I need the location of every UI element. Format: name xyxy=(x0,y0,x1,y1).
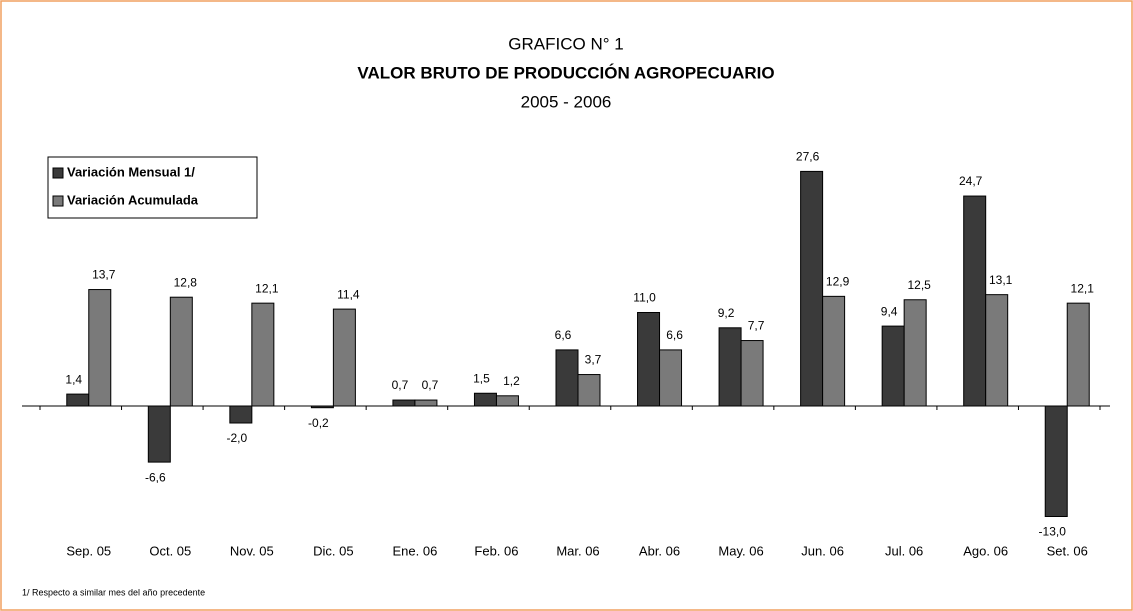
value-label: 11,0 xyxy=(633,291,656,305)
value-label: 6,6 xyxy=(555,328,572,342)
x-tick-label: Set. 06 xyxy=(1047,543,1088,558)
bar xyxy=(985,294,1009,407)
value-label: 1,4 xyxy=(65,372,82,386)
bar xyxy=(414,399,438,407)
value-label: 12,9 xyxy=(826,275,850,289)
footnote: 1/ Respecto a similar mes del año preced… xyxy=(22,587,205,597)
bar xyxy=(903,299,927,407)
bar xyxy=(332,308,356,407)
chart-period: 2005 - 2006 xyxy=(521,92,612,111)
bar xyxy=(577,374,601,407)
value-label: 1,2 xyxy=(503,374,520,388)
x-tick-label: Jul. 06 xyxy=(885,543,923,558)
bar xyxy=(310,405,334,409)
bar xyxy=(963,195,987,407)
value-label: 13,1 xyxy=(989,273,1013,287)
bar xyxy=(473,392,497,407)
value-label: 0,7 xyxy=(392,378,409,392)
value-label: -0,2 xyxy=(308,416,329,430)
bar xyxy=(718,327,742,407)
bar xyxy=(740,340,764,407)
x-tick-label: Sep. 05 xyxy=(66,543,111,558)
legend-swatch xyxy=(52,195,64,207)
value-label: 24,7 xyxy=(959,174,983,188)
x-tick-label: Jun. 06 xyxy=(801,543,844,558)
x-tick-label: Dic. 05 xyxy=(313,543,353,558)
value-label: 12,8 xyxy=(174,275,198,289)
value-label: 7,7 xyxy=(748,319,765,333)
x-tick-label: Feb. 06 xyxy=(474,543,518,558)
bar xyxy=(881,325,905,407)
x-tick-label: Ene. 06 xyxy=(393,543,438,558)
x-tick-label: Abr. 06 xyxy=(639,543,680,558)
value-label: 3,7 xyxy=(585,353,602,367)
value-label: 9,2 xyxy=(718,306,735,320)
value-label: -2,0 xyxy=(227,431,248,445)
bar xyxy=(495,395,519,407)
value-label: 27,6 xyxy=(796,150,820,164)
value-label: -13,0 xyxy=(1039,525,1067,539)
legend-label: Variación Mensual 1/ xyxy=(67,164,195,179)
legend-swatch xyxy=(52,167,64,179)
bar xyxy=(88,289,112,407)
value-label: 1,5 xyxy=(473,371,490,385)
chart-title: GRAFICO N° 1 xyxy=(508,34,623,53)
value-label: 12,5 xyxy=(907,278,931,292)
value-label: 12,1 xyxy=(255,281,279,295)
x-tick-label: May. 06 xyxy=(718,543,763,558)
value-label: -6,6 xyxy=(145,470,166,484)
x-tick-label: Ago. 06 xyxy=(963,543,1008,558)
bar xyxy=(800,170,824,407)
value-label: 13,7 xyxy=(92,268,116,282)
x-tick-label: Mar. 06 xyxy=(556,543,599,558)
legend-label: Variación Acumulada xyxy=(67,192,199,207)
bar xyxy=(392,399,416,407)
bar xyxy=(147,405,171,463)
value-label: 11,4 xyxy=(337,287,360,301)
value-label: 0,7 xyxy=(422,378,439,392)
legend-box xyxy=(47,156,258,219)
bar xyxy=(229,405,253,424)
bar xyxy=(555,349,579,407)
bar xyxy=(1044,405,1068,517)
bar xyxy=(659,349,683,407)
x-tick-label: Oct. 05 xyxy=(149,543,191,558)
value-label: 6,6 xyxy=(666,328,683,342)
value-label: 9,4 xyxy=(881,304,898,318)
value-label: 12,1 xyxy=(1071,281,1095,295)
chart-subtitle: VALOR BRUTO DE PRODUCCIÓN AGROPECUARIO xyxy=(357,63,774,82)
bar xyxy=(169,296,193,407)
x-tick-label: Nov. 05 xyxy=(230,543,274,558)
bar xyxy=(251,302,275,407)
bar xyxy=(1066,302,1090,407)
bar xyxy=(637,312,661,407)
bar xyxy=(66,393,90,407)
bar xyxy=(822,295,846,407)
